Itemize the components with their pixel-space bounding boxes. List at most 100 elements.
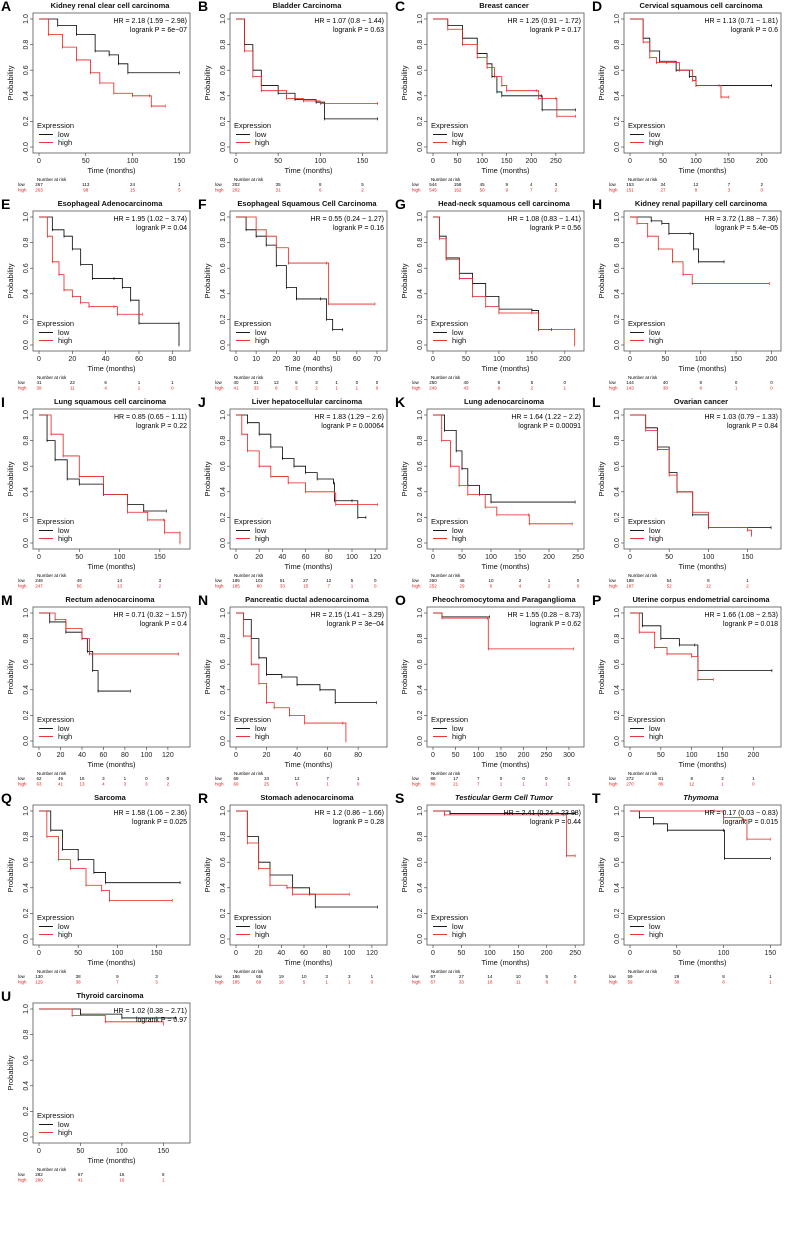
km-panel-m: M Rectum adenocarcinoma 0.0 0.2 0.4 0.6 0.8 1.0… xyxy=(1,592,191,787)
hazard-ratio: HR = 3.72 (1.88 − 7.36) xyxy=(704,216,778,223)
risk-count-high: 9 xyxy=(505,188,508,193)
x-tick-label: 0 xyxy=(628,158,632,165)
x-axis-label: Time (months) xyxy=(678,958,727,967)
risk-count-low: 0 xyxy=(574,974,577,979)
x-tick-label: 150 xyxy=(357,158,369,165)
plot-frame xyxy=(32,12,191,154)
x-axis-label: Time (months) xyxy=(481,958,530,967)
plot-frame xyxy=(229,408,388,550)
y-tick-label: 1.0 xyxy=(23,410,30,420)
risk-count-high: 8 xyxy=(695,188,698,193)
risk-count-low: 0 xyxy=(356,380,359,385)
hazard-ratio: HR = 2.18 (1.59 − 2.98) xyxy=(113,18,187,25)
risk-count-low: 67 xyxy=(78,1172,84,1177)
risk-count-high: 1 xyxy=(162,1178,165,1183)
risk-count-low: 14 xyxy=(487,974,493,979)
y-tick-label: 0.8 xyxy=(23,40,30,50)
y-tick-label: 0.0 xyxy=(614,934,621,944)
risk-count-high: 33 xyxy=(280,584,286,589)
risk-count-high: 7 xyxy=(477,782,480,787)
risk-count-low: 1 xyxy=(171,380,174,385)
x-tick-label: 50 xyxy=(458,950,466,957)
risk-count-high: 2 xyxy=(746,584,749,589)
x-tick-label: 80 xyxy=(121,752,129,759)
x-tick-label: 50 xyxy=(77,1148,85,1155)
legend-label-high: high xyxy=(58,732,72,741)
x-tick-label: 100 xyxy=(485,554,497,561)
risk-count-high: 16 xyxy=(279,980,285,985)
plot-frame xyxy=(32,408,191,550)
x-tick-label: 100 xyxy=(484,950,496,957)
risk-count-high: 1 xyxy=(735,386,738,391)
logrank-p: logrank P = 0.4 xyxy=(140,621,187,628)
y-tick-label: 0.6 xyxy=(417,263,424,273)
y-tick-label: 0.4 xyxy=(23,289,30,299)
risk-count-high: 1 xyxy=(351,584,354,589)
plot-frame xyxy=(426,210,585,352)
x-axis-label: Time (months) xyxy=(87,562,136,571)
x-tick-label: 100 xyxy=(695,356,707,363)
y-axis-label: Probability xyxy=(597,659,606,694)
risk-count-high: 252 xyxy=(429,584,437,589)
risk-count-low: 14 xyxy=(117,578,123,583)
risk-count-high: 202 xyxy=(232,188,240,193)
x-tick-label: 150 xyxy=(526,356,538,363)
risk-count-low: 4 xyxy=(530,182,533,187)
y-tick-label: 0.8 xyxy=(614,832,621,842)
logrank-p: logrank P = 0.97 xyxy=(136,1017,187,1024)
risk-count-low: 3 xyxy=(159,578,162,583)
x-tick-label: 150 xyxy=(154,554,166,561)
x-tick-label: 0 xyxy=(628,554,632,561)
risk-count-high: 263 xyxy=(35,188,43,193)
logrank-p: logrank P = 0.16 xyxy=(333,225,384,232)
y-tick-label: 0.8 xyxy=(23,238,30,248)
y-axis-label: Probability xyxy=(6,659,15,694)
x-tick-label: 50 xyxy=(75,554,83,561)
risk-count-low: 3 xyxy=(155,974,158,979)
x-tick-label: 50 xyxy=(454,158,462,165)
risk-count-high: 2 xyxy=(167,782,170,787)
legend-label-low: low xyxy=(649,328,661,337)
risk-count-high: 249 xyxy=(429,386,437,391)
risk-count-high: 0 xyxy=(577,584,580,589)
km-panel-u: U Thyroid carcinoma 0.0 0.2 0.4 0.6 0.8 1.0 Prob… xyxy=(1,988,191,1183)
plot-frame xyxy=(623,408,782,550)
curve-high xyxy=(630,216,770,284)
y-tick-label: 0.4 xyxy=(220,487,227,497)
x-tick-label: 150 xyxy=(151,950,163,957)
risk-count-high: 247 xyxy=(35,584,43,589)
y-tick-label: 0.0 xyxy=(417,538,424,548)
hazard-ratio: HR = 1.02 (0.38 − 2.71) xyxy=(113,1008,187,1015)
risk-row-label-high: high xyxy=(412,980,421,985)
logrank-p: logrank P = 0.025 xyxy=(132,819,187,826)
risk-row-label-low: low xyxy=(609,776,617,781)
logrank-p: logrank P = 0.018 xyxy=(723,621,778,628)
risk-count-low: 38 xyxy=(76,974,82,979)
legend-title: Expression xyxy=(628,121,665,130)
y-tick-label: 0.8 xyxy=(417,832,424,842)
panel-title: Pheochromocytoma and Paraganglioma xyxy=(432,595,576,604)
hazard-ratio: HR = 0.71 (0.32 − 1.57) xyxy=(113,612,187,619)
y-tick-label: 0.4 xyxy=(220,685,227,695)
y-tick-label: 0.0 xyxy=(23,142,30,152)
risk-row-label-high: high xyxy=(215,188,224,193)
km-panel-b: B Bladder Carcinoma 0.0 0.2 0.4 0.6 0.8 1.0 Prob… xyxy=(198,0,388,193)
risk-count-high: 15 xyxy=(130,188,136,193)
x-tick-label: 150 xyxy=(730,356,742,363)
y-tick-label: 1.0 xyxy=(23,608,30,618)
risk-count-high: 0 xyxy=(752,782,755,787)
legend-label-high: high xyxy=(58,534,72,543)
legend-label-low: low xyxy=(255,922,267,931)
curve-low xyxy=(630,810,771,859)
y-tick-label: 1.0 xyxy=(220,14,227,24)
x-axis-label: Time (months) xyxy=(284,760,333,769)
plot-frame xyxy=(229,606,388,748)
y-tick-label: 0.6 xyxy=(23,857,30,867)
risk-count-high: 13 xyxy=(79,782,85,787)
risk-row-label-low: low xyxy=(215,776,223,781)
risk-count-low: 250 xyxy=(429,578,437,583)
y-tick-label: 0.6 xyxy=(23,659,30,669)
risk-row-label-low: low xyxy=(609,578,617,583)
logrank-p: logrank P = 5.4e−05 xyxy=(715,225,778,232)
